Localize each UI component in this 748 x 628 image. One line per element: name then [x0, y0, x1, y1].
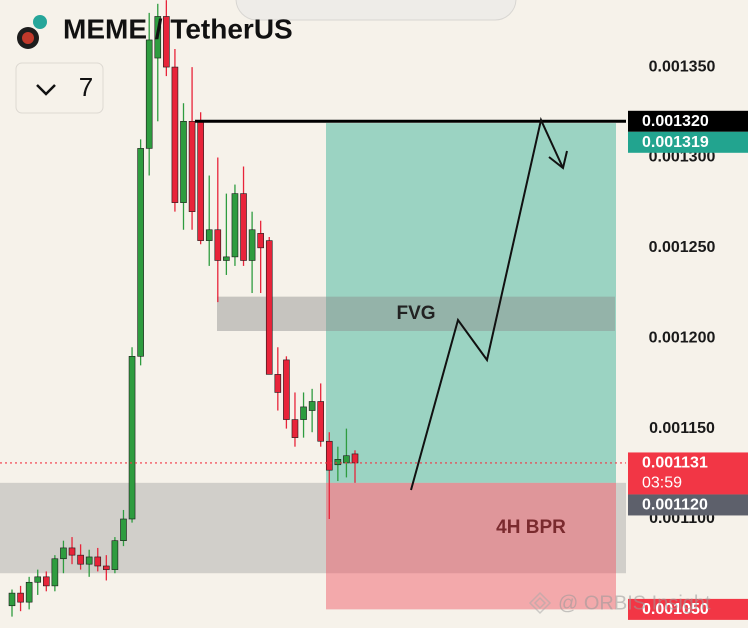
price-tag-label: 0.001320 — [642, 113, 709, 130]
y-tick-label: 0.001350 — [649, 58, 716, 75]
candle-body — [51, 558, 59, 587]
candle-body — [25, 581, 33, 603]
candle-body — [60, 547, 67, 560]
zone — [326, 482, 616, 610]
candle-body — [42, 576, 50, 587]
candle-body — [205, 229, 213, 241]
candle-body — [8, 592, 16, 607]
interval: 7 — [79, 72, 93, 102]
candle-body — [343, 455, 350, 464]
price-tag — [628, 452, 748, 495]
candle-body — [77, 554, 84, 565]
candle-body — [240, 193, 247, 261]
exchange-badge — [33, 15, 47, 29]
countdown: 03:59 — [642, 475, 682, 492]
candle-body — [111, 540, 119, 570]
overlay: 4H BPR FVG — [0, 119, 626, 538]
candle-body — [120, 518, 127, 541]
candle-body — [17, 592, 24, 603]
candle-body — [197, 120, 204, 241]
watermark-icon — [528, 591, 552, 615]
watermark-group: @ ORBIS Insight — [528, 591, 711, 615]
price-tag — [628, 131, 748, 153]
candle-body — [265, 240, 273, 375]
candle-body — [351, 453, 359, 464]
zone — [0, 482, 626, 574]
top-pill — [235, 0, 517, 21]
candle-body — [94, 556, 102, 567]
candle-body — [308, 401, 316, 411]
candle-body — [163, 16, 170, 68]
price-tags: 0.001320 0.001319 0.001131 03:59 0.001120 0.0… — [628, 110, 748, 620]
price-tag-label: 0.001131 — [642, 455, 708, 472]
y-tick-label: 0.001300 — [649, 149, 716, 166]
candle-body — [283, 359, 290, 420]
projection-arrow — [410, 116, 564, 491]
candles — [8, 0, 359, 617]
candle-body — [325, 440, 333, 471]
y-tick-label: 0.001250 — [649, 239, 716, 256]
zone — [217, 296, 615, 331]
candle-body — [68, 547, 76, 556]
candle-body — [188, 120, 196, 212]
candle-body — [257, 233, 264, 249]
interval-dropdown[interactable] — [15, 62, 104, 114]
price-tag-label: 0.001050 — [642, 601, 709, 618]
zone — [326, 123, 616, 483]
chevron — [36, 84, 56, 96]
zone-label: FVG — [396, 303, 435, 324]
candle-body — [317, 401, 325, 442]
price-tag-label: 0.001120 — [642, 497, 708, 514]
candle-body — [291, 419, 299, 438]
candle-body — [145, 39, 153, 149]
price-tag-label: 0.001319 — [642, 134, 709, 151]
watermark: @ ORBIS Insight — [558, 592, 711, 614]
candle-body — [34, 576, 42, 583]
price-tag — [628, 598, 748, 620]
coin-icon-inner — [22, 32, 34, 44]
candle-body — [223, 256, 230, 261]
candle-body — [154, 16, 162, 59]
candle-body — [248, 229, 256, 261]
candle-body — [103, 565, 110, 570]
chart-title: MEME / TetherUS — [63, 13, 293, 44]
candle-body — [85, 556, 93, 565]
candle-body — [214, 229, 222, 261]
candle-body — [231, 193, 239, 258]
candle-body — [300, 406, 307, 420]
candle-body — [171, 66, 179, 203]
arrow-head — [548, 150, 568, 170]
y-tick-label: 0.001150 — [649, 420, 715, 437]
zone-label: 4H BPR — [496, 517, 566, 538]
candle-body — [180, 120, 187, 203]
candle-body — [334, 459, 342, 466]
price-tag — [628, 110, 748, 132]
price-tag — [628, 494, 748, 516]
candle-body — [128, 356, 136, 520]
candle-body — [274, 374, 282, 393]
y-tick-label: 0.001200 — [649, 329, 716, 346]
candle-body — [137, 148, 144, 357]
zones — [0, 123, 626, 610]
